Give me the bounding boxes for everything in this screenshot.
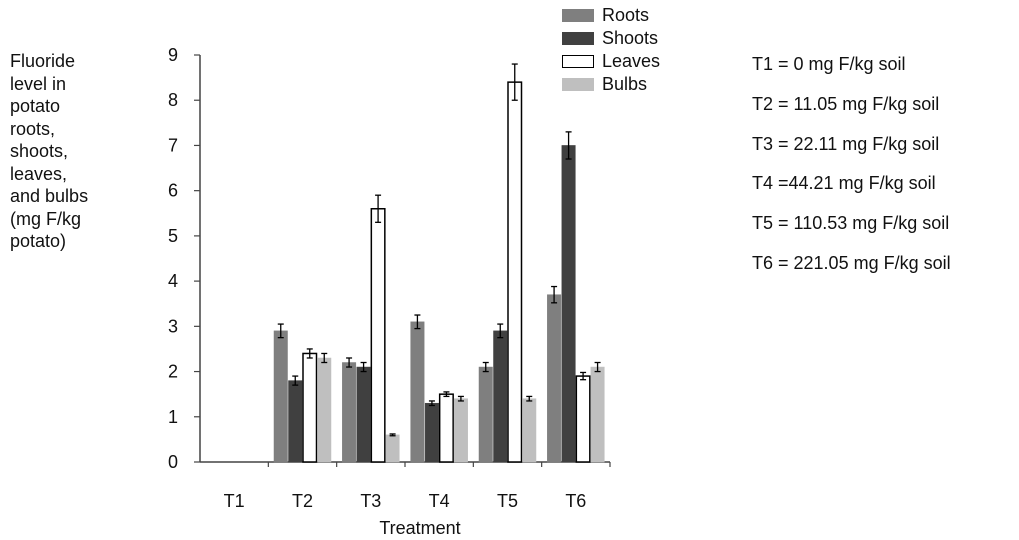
chart-legend: Roots Shoots Leaves Bulbs	[562, 4, 660, 96]
legend-swatch-leaves	[562, 55, 594, 68]
bar-leaves	[370, 208, 386, 463]
y-tick-label: 9	[168, 45, 178, 65]
legend-swatch-shoots	[562, 32, 594, 45]
x-tick-label: T3	[360, 491, 381, 511]
bar-roots	[342, 362, 357, 463]
y-tick-label: 4	[168, 271, 178, 291]
treatment-key-item: T2 = 11.05 mg F/kg soil	[752, 93, 940, 114]
y-tick-label: 2	[168, 362, 178, 382]
y-axis-label-line: roots,	[10, 118, 56, 139]
legend-item-bulbs: Bulbs	[562, 73, 660, 96]
legend-label-bulbs: Bulbs	[602, 74, 648, 94]
legend-item-roots: Roots	[562, 4, 660, 27]
x-tick-label: T5	[497, 491, 518, 511]
y-axis-label-line: potato)	[10, 231, 67, 251]
bar-bulbs	[590, 366, 605, 463]
legend-item-shoots: Shoots	[562, 27, 660, 50]
y-tick-label: 0	[168, 452, 178, 472]
bar-shoots	[288, 380, 303, 463]
bar-bulbs	[317, 357, 332, 463]
bar-roots	[410, 321, 425, 463]
legend-item-leaves: Leaves	[562, 50, 660, 73]
y-axis-label-line: (mg F/kg	[10, 208, 82, 229]
legend-label-leaves: Leaves	[602, 51, 661, 71]
bar-shoots	[356, 366, 371, 463]
treatment-key-item: T6 = 221.05 mg F/kg soil	[752, 252, 951, 273]
bar-leaves	[507, 81, 523, 463]
y-axis-label-line: potato	[10, 96, 61, 116]
bar-shoots	[424, 402, 439, 463]
legend-label-shoots: Shoots	[602, 28, 659, 48]
bar-roots	[273, 330, 288, 463]
bar-bulbs	[385, 434, 400, 463]
treatment-key-item: T5 = 110.53 mg F/kg soil	[752, 213, 950, 234]
y-axis-label-line: level in	[10, 73, 67, 94]
bar-roots	[547, 294, 562, 463]
y-axis-label-line: and bulbs	[10, 186, 89, 206]
x-tick-label: T1	[224, 491, 245, 511]
legend-swatch-roots	[562, 9, 594, 22]
y-axis-label-line: leaves,	[10, 163, 68, 184]
x-tick-label: T4	[429, 491, 450, 511]
treatment-key-item: T4 =44.21 mg F/kg soil	[752, 173, 936, 194]
y-axis-label-line: Fluoride	[10, 51, 76, 71]
treatment-key-item: T1 = 0 mg F/kg soil	[752, 54, 906, 74]
y-tick-label: 3	[168, 316, 178, 336]
bar-roots	[478, 366, 493, 463]
y-tick-label: 7	[168, 135, 178, 155]
bar-bulbs	[453, 398, 468, 463]
legend-label-roots: Roots	[602, 5, 650, 25]
x-tick-label: T6	[565, 491, 586, 511]
y-tick-label: 8	[168, 90, 178, 110]
y-axis-label: Fluoride level in potato roots, shoots, …	[10, 50, 120, 253]
y-tick-label: 6	[168, 181, 178, 201]
bar-bulbs	[522, 398, 537, 463]
bar-leaves	[302, 352, 318, 463]
bar-leaves	[575, 375, 591, 463]
y-tick-label: 1	[168, 407, 178, 427]
bar-leaves	[438, 393, 454, 463]
treatment-key: T1 = 0 mg F/kg soil T2 = 11.05 mg F/kg s…	[752, 52, 951, 291]
y-tick-label: 5	[168, 226, 178, 246]
treatment-key-item: T3 = 22.11 mg F/kg soil	[752, 133, 940, 154]
y-axis-label-line: shoots,	[10, 141, 69, 161]
x-tick-label: T2	[292, 491, 313, 511]
bar-shoots	[493, 330, 508, 463]
legend-swatch-bulbs	[562, 78, 594, 91]
x-axis-label: Treatment	[379, 518, 461, 538]
bar-shoots	[561, 145, 576, 463]
